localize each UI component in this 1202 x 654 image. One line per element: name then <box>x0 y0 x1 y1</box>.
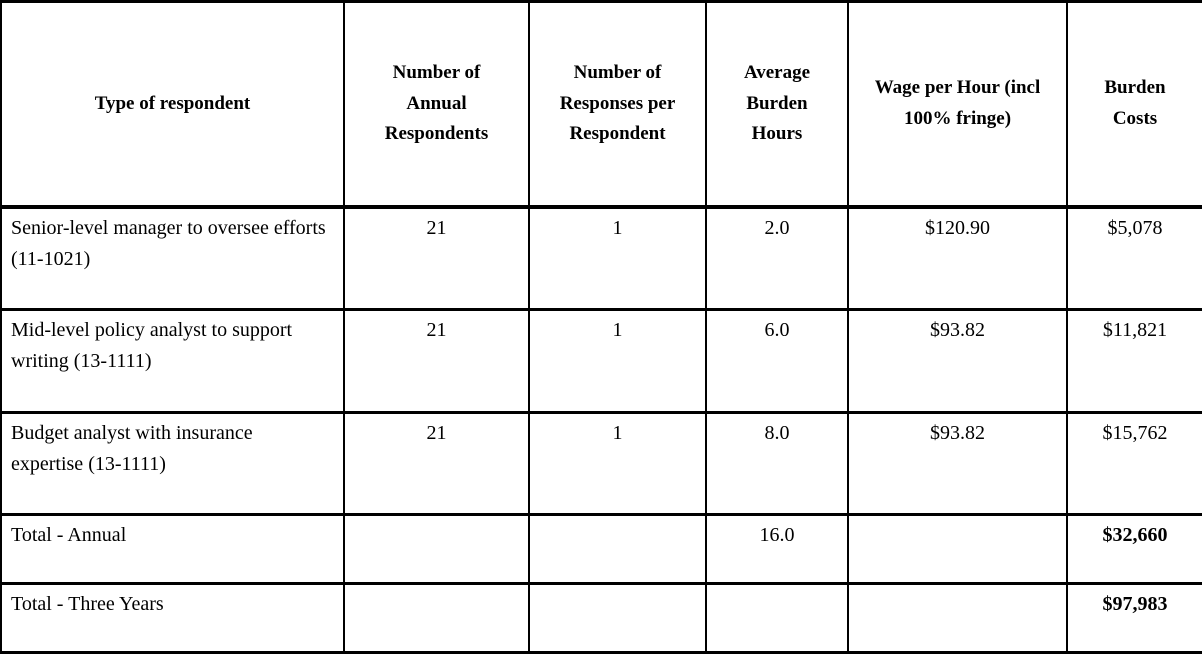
cell-avg-burden-hours <box>705 581 849 654</box>
cell-avg-burden-hours: 2.0 <box>705 204 849 312</box>
table-row-total-annual: Total - Annual 16.0 $32,660 <box>0 513 1202 585</box>
header-number-of-annual-respondents: Number of Annual Respondents <box>343 0 530 209</box>
table-row-budget-analyst: Budget analyst with insurance expertise … <box>0 410 1202 517</box>
header-average-burden-hours: Average Burden Hours <box>705 0 849 209</box>
cell-annual-respondents <box>343 513 530 585</box>
table-row-senior-level-manager: Senior-level manager to oversee efforts … <box>0 204 1202 312</box>
cell-responses-per-respondent: 1 <box>528 308 707 414</box>
cell-responses-per-respondent <box>528 581 707 654</box>
cell-wage-per-hour: $93.82 <box>847 410 1068 517</box>
cell-responses-per-respondent <box>528 513 707 585</box>
cell-type-of-respondent: Senior-level manager to oversee efforts … <box>0 204 345 312</box>
cell-avg-burden-hours: 6.0 <box>705 308 849 414</box>
cell-responses-per-respondent: 1 <box>528 204 707 312</box>
cell-burden-costs-total-annual: $32,660 <box>1066 513 1202 585</box>
table-row-mid-level-policy-analyst: Mid-level policy analyst to support writ… <box>0 308 1202 414</box>
cell-annual-respondents: 21 <box>343 308 530 414</box>
cell-annual-respondents: 21 <box>343 204 530 312</box>
header-type-of-respondent: Type of respondent <box>0 0 345 209</box>
cell-wage-per-hour <box>847 513 1068 585</box>
cell-wage-per-hour <box>847 581 1068 654</box>
cell-wage-per-hour: $120.90 <box>847 204 1068 312</box>
cell-annual-respondents: 21 <box>343 410 530 517</box>
cell-avg-burden-hours: 8.0 <box>705 410 849 517</box>
cell-avg-burden-hours: 16.0 <box>705 513 849 585</box>
cell-type-of-respondent: Mid-level policy analyst to support writ… <box>0 308 345 414</box>
cell-burden-costs: $11,821 <box>1066 308 1202 414</box>
cell-burden-costs: $5,078 <box>1066 204 1202 312</box>
table-header-row: Type of respondent Number of Annual Resp… <box>0 0 1202 209</box>
cell-burden-costs-total-three-years: $97,983 <box>1066 581 1202 654</box>
table-row-total-three-years: Total - Three Years $97,983 <box>0 581 1202 654</box>
header-burden-costs: Burden Costs <box>1066 0 1202 209</box>
cell-type-of-respondent: Total - Annual <box>0 513 345 585</box>
cell-type-of-respondent: Budget analyst with insurance expertise … <box>0 410 345 517</box>
header-wage-per-hour: Wage per Hour (incl 100% fringe) <box>847 0 1068 209</box>
cell-responses-per-respondent: 1 <box>528 410 707 517</box>
cell-annual-respondents <box>343 581 530 654</box>
header-number-of-responses-per-respondent: Number of Responses per Respondent <box>528 0 707 209</box>
cell-burden-costs: $15,762 <box>1066 410 1202 517</box>
cell-wage-per-hour: $93.82 <box>847 308 1068 414</box>
cell-type-of-respondent: Total - Three Years <box>0 581 345 654</box>
